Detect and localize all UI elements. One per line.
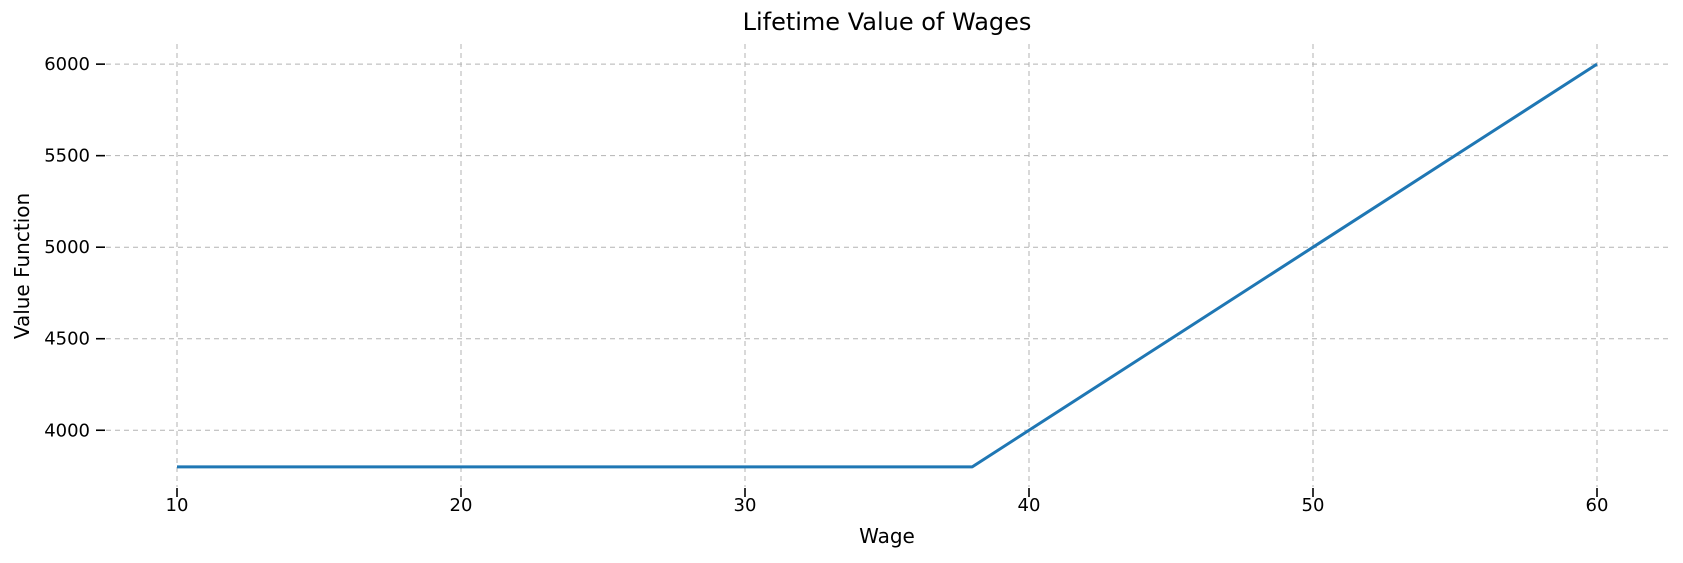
x-tick-label: 20 [450,495,473,516]
x-tick-label: 60 [1586,495,1609,516]
x-tick-label: 10 [166,495,189,516]
y-tick-label: 5500 [44,146,90,167]
value-function-line [177,62,1598,469]
x-axis-label: Wage [859,524,915,548]
y-tick-label: 6000 [44,54,90,75]
y-tick-label: 4500 [44,329,90,350]
x-tick-label: 30 [734,495,757,516]
y-tick-label: 4000 [44,420,90,441]
x-tick-label: 50 [1302,495,1325,516]
chart-title: Lifetime Value of Wages [742,8,1032,36]
y-tick-label: 5000 [44,237,90,258]
y-axis-label: Value Function [10,192,34,340]
x-tick-label: 40 [1018,495,1041,516]
